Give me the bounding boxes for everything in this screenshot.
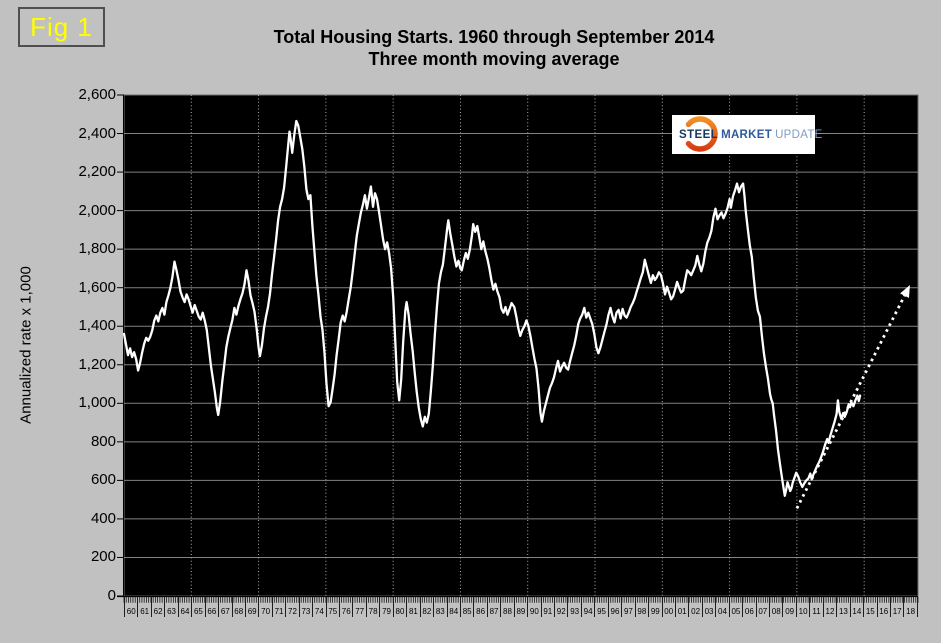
y-tick-label: 1,400 [78,317,116,335]
x-year-label: 74 [312,597,325,617]
x-year-label: 99 [648,597,661,617]
chart-title-block: Total Housing Starts. 1960 through Septe… [114,26,874,70]
y-tick-label: 1,200 [78,355,116,373]
figure-label: Fig 1 [30,11,93,42]
x-year-label: 65 [191,597,204,617]
x-year-label: 92 [554,597,567,617]
x-year-label: 81 [406,597,419,617]
y-tick-label: 200 [90,548,116,566]
x-year-label: 97 [621,597,634,617]
chart-subtitle: Three month moving average [368,49,620,69]
y-tick-label: 400 [90,509,116,527]
x-year-label: 05 [728,597,742,617]
x-year-label: 64 [177,597,191,617]
x-year-label: 96 [607,597,621,617]
x-year-label: 07 [755,597,769,617]
x-year-label: 79 [379,597,392,617]
x-year-label: 66 [204,597,218,617]
x-year-label: 13 [836,597,849,617]
x-year-label: 89 [513,597,527,617]
x-year-label: 70 [258,597,271,617]
x-year-label: 06 [742,597,755,617]
x-year-label: 09 [782,597,795,617]
x-year-label: 84 [446,597,460,617]
x-year-label: 02 [688,597,701,617]
logo-word-steel: STEEL [679,128,719,141]
x-year-label: 98 [634,597,648,617]
x-year-label: 75 [325,597,339,617]
x-year-label: 76 [339,597,352,617]
figure-label-box: Fig 1 [18,7,105,47]
y-tick-label: 2,600 [78,86,116,103]
x-year-label: 90 [527,597,540,617]
x-year-label: 08 [769,597,782,617]
x-year-label: 01 [674,597,688,617]
logo-word-market: MARKET [721,128,773,141]
y-tick-label: 1,600 [78,278,116,296]
y-tick-label: 0 [107,587,116,604]
x-year-label: 87 [486,597,500,617]
x-year-label: 94 [580,597,594,617]
x-year-label: 82 [419,597,433,617]
x-year-label: 16 [876,597,890,617]
x-year-label: 77 [352,597,365,617]
x-year-label: 17 [889,597,903,617]
x-year-label: 88 [500,597,513,617]
x-year-label: 83 [433,597,446,617]
chart-title: Total Housing Starts. 1960 through Septe… [273,27,715,47]
x-year-label: 69 [244,597,258,617]
x-year-label: 14 [849,597,863,617]
y-tick-label: 2,000 [78,201,116,219]
x-year-label: 80 [392,597,406,617]
x-year-label: 15 [863,597,876,617]
x-year-label: 73 [298,597,312,617]
y-tick-label: 1,000 [78,394,116,412]
x-year-label: 11 [809,597,822,617]
y-tick-label: 600 [90,471,116,489]
x-year-label: 18 [903,597,918,617]
x-year-label: 63 [164,597,177,617]
logo-word-update: UPDATE [775,128,823,141]
logo-text: STEEL MARKET UPDATE [679,115,823,154]
x-year-label: 95 [594,597,607,617]
x-year-label: 71 [271,597,285,617]
x-year-label: 91 [540,597,554,617]
y-tick-label: 2,400 [78,124,116,142]
x-axis-year-labels: 60 61 62 63 64 65 66 67 68 69 70 71 72 73 74 75 76 77 78 79… [124,597,918,617]
x-year-label: 03 [701,597,715,617]
x-year-label: 72 [285,597,298,617]
x-year-label: 93 [567,597,580,617]
x-year-label: 12 [822,597,836,617]
x-year-label: 04 [715,597,728,617]
x-year-label: 10 [795,597,809,617]
x-year-label: 67 [218,597,231,617]
y-tick-label: 1,800 [78,240,116,258]
x-year-label: 61 [137,597,150,617]
x-year-label: 00 [661,597,675,617]
x-year-label: 85 [459,597,473,617]
x-year-label: 78 [365,597,379,617]
steel-market-update-logo: STEEL MARKET UPDATE [672,115,822,154]
logo-swoosh-icon [685,116,718,152]
y-axis-tick-labels: 0 200 400 600 800 1,000 1,200 1,400 1,600 1,800 2,… [30,0,116,643]
x-year-label: 68 [231,597,245,617]
x-year-label: 60 [124,597,137,617]
y-tick-label: 800 [90,432,116,450]
x-year-label: 62 [150,597,164,617]
y-tick-label: 2,200 [78,163,116,181]
x-year-label: 86 [473,597,486,617]
